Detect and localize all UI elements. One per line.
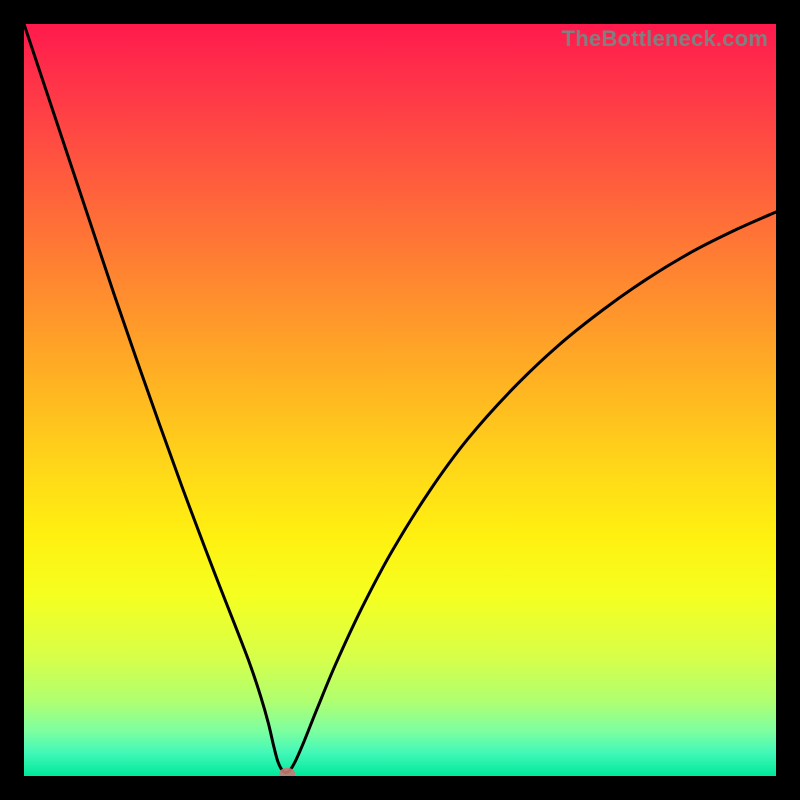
plot-area: TheBottleneck.com bbox=[24, 24, 776, 776]
watermark-text: TheBottleneck.com bbox=[562, 26, 768, 52]
chart-frame: TheBottleneck.com bbox=[0, 0, 800, 800]
bottleneck-curve bbox=[24, 24, 776, 776]
